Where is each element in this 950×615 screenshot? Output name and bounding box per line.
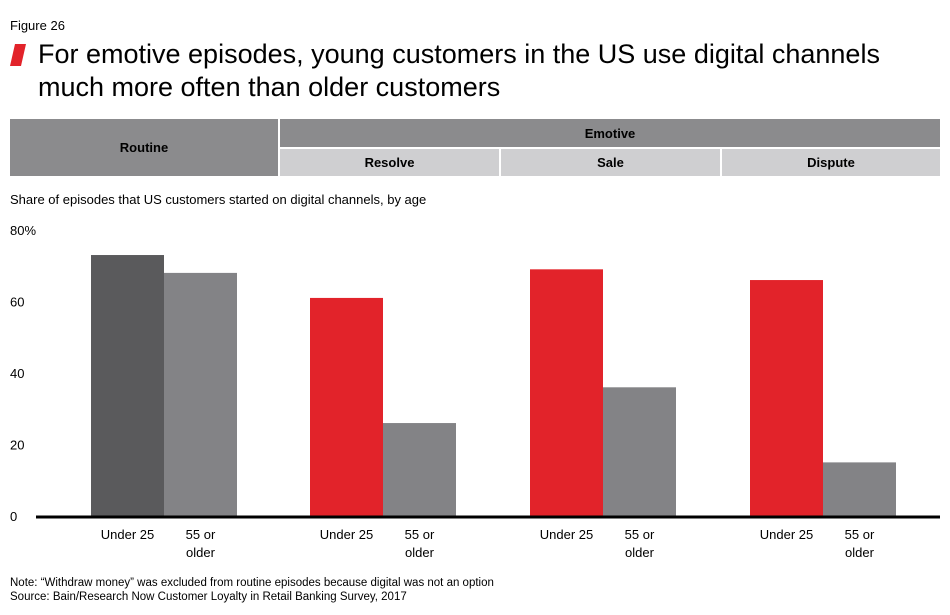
y-tick-label: 60 [10, 295, 24, 310]
header-resolve: Resolve [280, 149, 499, 176]
figure-label: Figure 26 [10, 18, 65, 33]
header-dispute: Dispute [722, 149, 940, 176]
page-title: For emotive episodes, young customers in… [38, 38, 938, 104]
bar-dispute-under-25 [750, 280, 823, 516]
chart-subtitle: Share of episodes that US customers star… [10, 192, 427, 207]
bar-resolve-under-25 [310, 297, 383, 516]
footnote: Note: “Withdraw money” was excluded from… [10, 577, 494, 589]
bar-routine-55-or-older [164, 272, 237, 516]
x-tick-label: Under 25 [540, 527, 593, 542]
source-note: Source: Bain/Research Now Customer Loyal… [10, 591, 407, 603]
x-tick-label: Under 25 [101, 527, 154, 542]
header-routine: Routine [10, 119, 278, 176]
x-tick-label: 55 or older [845, 527, 875, 560]
header-emotive: Emotive [280, 119, 940, 147]
bar-sale-55-or-older [603, 387, 676, 516]
y-tick-label: 0 [10, 509, 17, 524]
y-tick-label: 80% [10, 223, 36, 238]
title-marker-icon [10, 44, 26, 66]
bar-routine-under-25 [91, 255, 164, 516]
x-tick-label: 55 or older [625, 527, 655, 560]
title-line-2: much more often than older customers [38, 72, 501, 102]
x-tick-label: 55 or older [186, 527, 216, 560]
title-line-1: For emotive episodes, young customers in… [38, 39, 880, 69]
bar-resolve-55-or-older [383, 423, 456, 516]
y-tick-label: 20 [10, 438, 24, 453]
x-tick-label: Under 25 [760, 527, 813, 542]
y-tick-label: 40 [10, 366, 24, 381]
x-tick-label: Under 25 [320, 527, 373, 542]
header-sale: Sale [501, 149, 720, 176]
bar-sale-under-25 [530, 269, 603, 516]
x-tick-label: 55 or older [405, 527, 435, 560]
bar-dispute-55-or-older [823, 462, 896, 516]
